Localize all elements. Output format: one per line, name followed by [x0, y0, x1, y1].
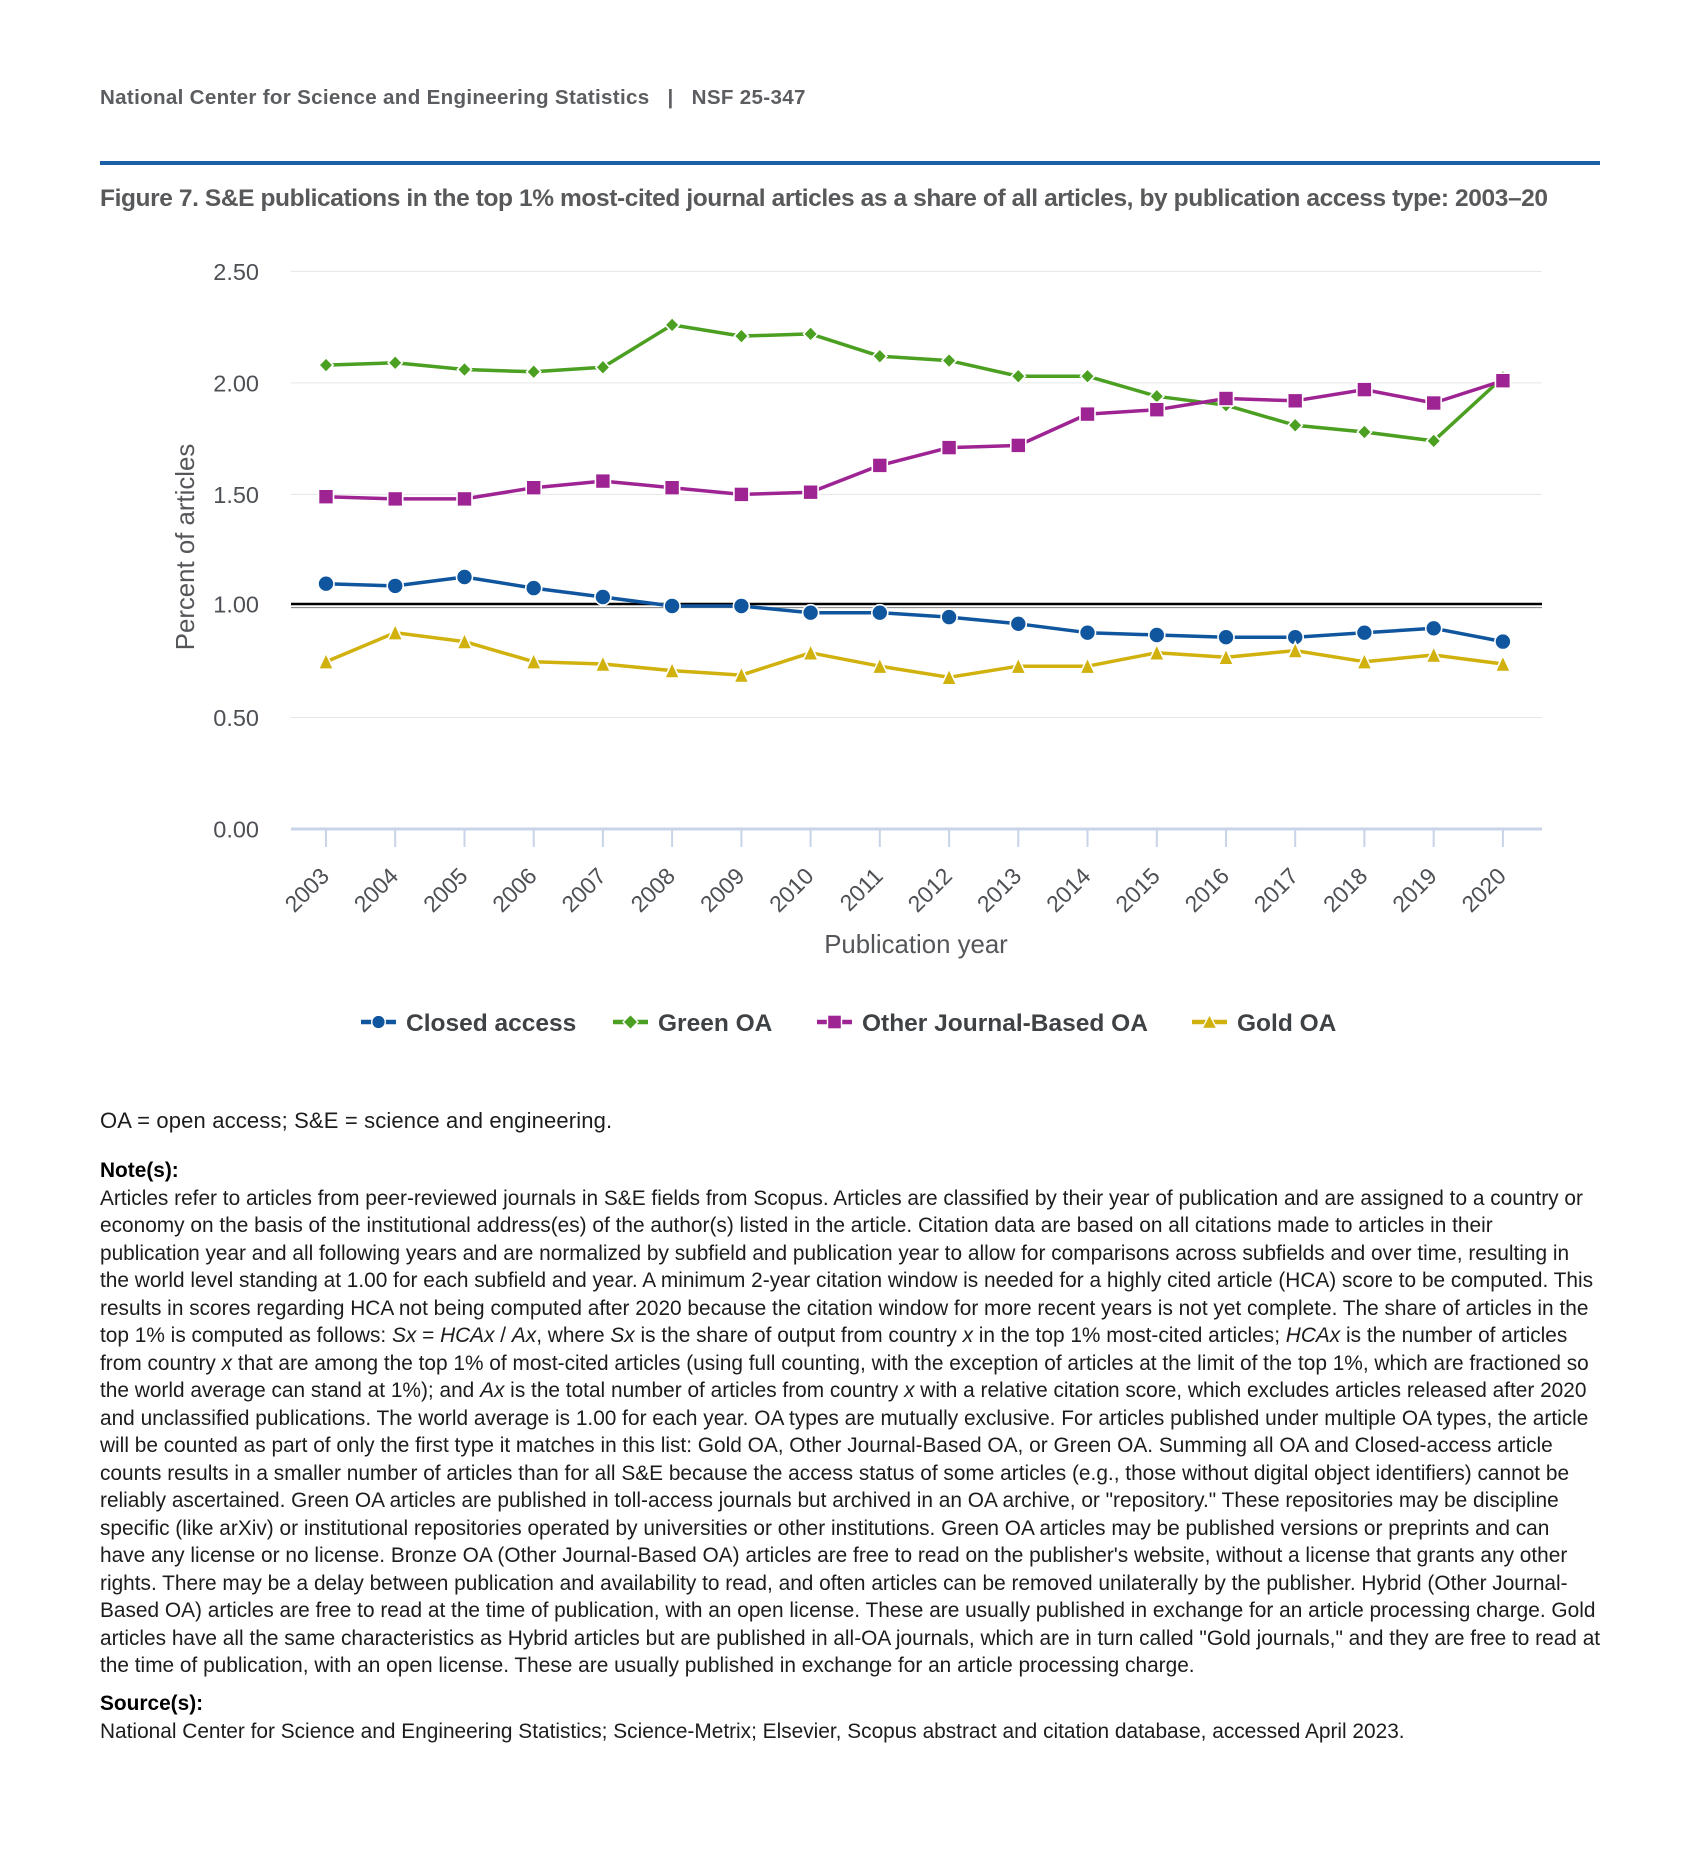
svg-text:2014: 2014 — [1041, 863, 1096, 918]
svg-text:2007: 2007 — [556, 863, 611, 918]
svg-text:2013: 2013 — [972, 863, 1027, 918]
svg-text:Other Journal-Based OA: Other Journal-Based OA — [862, 1010, 1148, 1037]
svg-text:2008: 2008 — [626, 863, 681, 918]
svg-text:2009: 2009 — [695, 863, 750, 918]
svg-text:2006: 2006 — [487, 863, 542, 918]
svg-text:Closed access: Closed access — [406, 1010, 576, 1037]
svg-text:0.00: 0.00 — [213, 817, 259, 843]
svg-text:2012: 2012 — [903, 863, 958, 918]
svg-text:2.00: 2.00 — [213, 371, 259, 397]
svg-text:0.50: 0.50 — [213, 705, 259, 731]
svg-text:2.50: 2.50 — [213, 259, 259, 285]
svg-text:2018: 2018 — [1318, 863, 1373, 918]
svg-text:2017: 2017 — [1249, 863, 1304, 918]
svg-text:1.50: 1.50 — [213, 482, 259, 508]
svg-text:Green OA: Green OA — [658, 1010, 773, 1037]
svg-text:2005: 2005 — [418, 863, 473, 918]
svg-text:2011: 2011 — [834, 863, 887, 916]
svg-text:Percent of articles: Percent of articles — [172, 444, 200, 650]
svg-text:2020: 2020 — [1456, 863, 1511, 918]
svg-text:2015: 2015 — [1110, 863, 1165, 918]
svg-text:2016: 2016 — [1179, 863, 1234, 918]
svg-text:2003: 2003 — [279, 863, 334, 918]
svg-text:2019: 2019 — [1387, 863, 1442, 918]
svg-text:Gold OA: Gold OA — [1237, 1010, 1337, 1037]
svg-text:2004: 2004 — [349, 863, 404, 918]
svg-text:Publication year: Publication year — [824, 931, 1008, 959]
svg-text:1.00: 1.00 — [213, 592, 259, 618]
svg-text:2010: 2010 — [764, 863, 819, 918]
